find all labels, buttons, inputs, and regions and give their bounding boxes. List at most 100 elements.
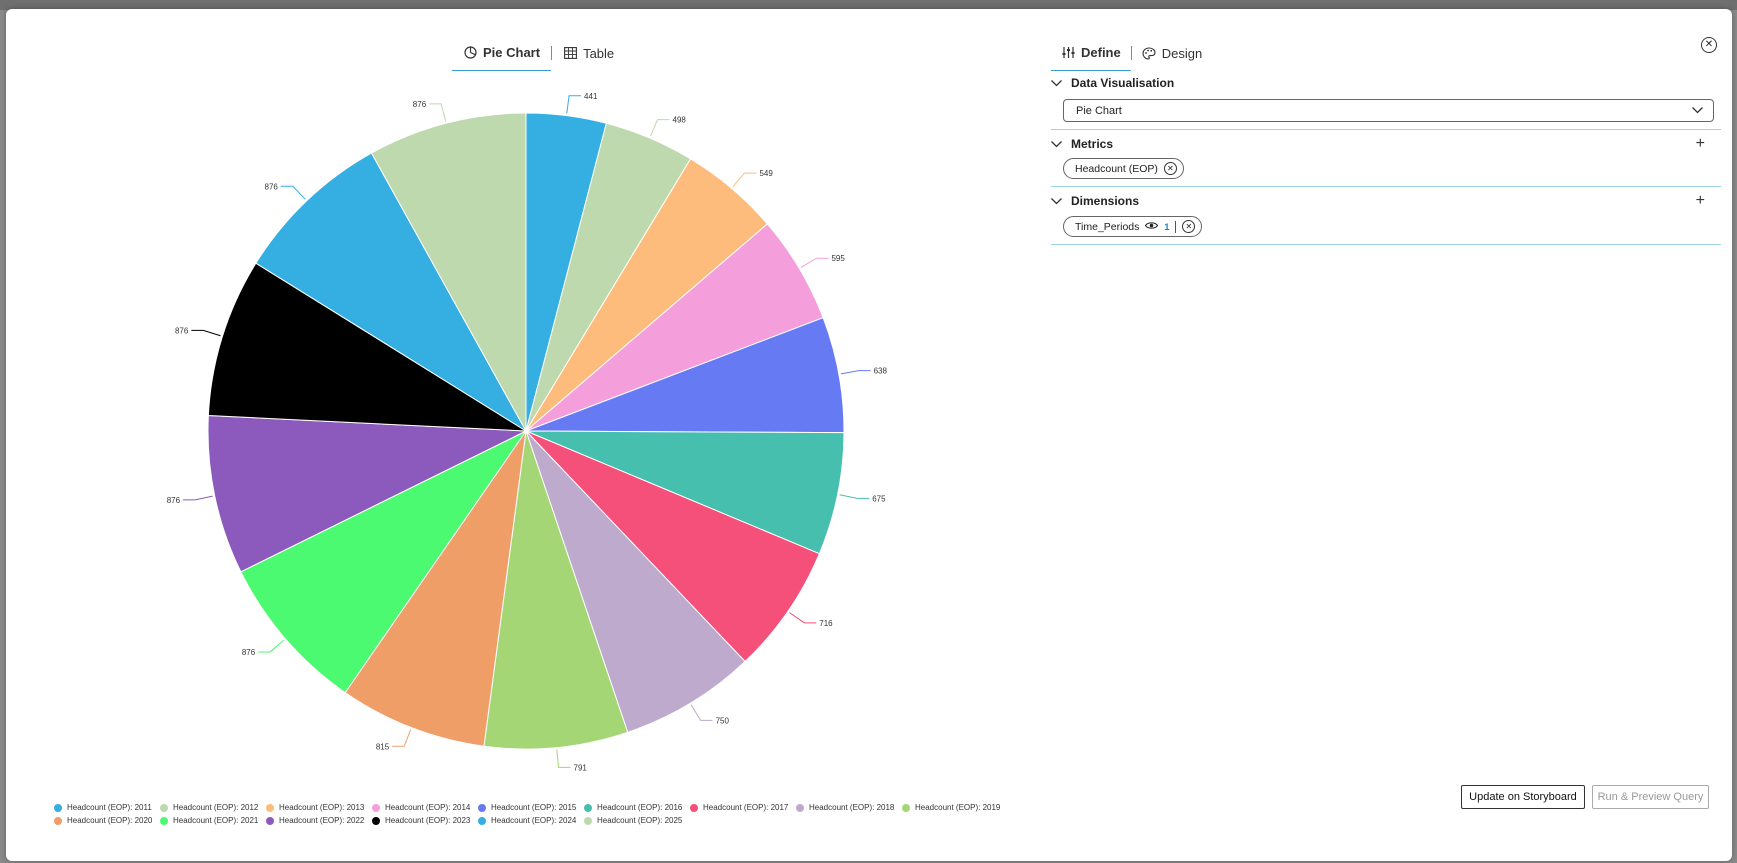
close-icon[interactable]: ✕ <box>1701 37 1717 53</box>
remove-metric-close-icon[interactable]: ✕ <box>1163 162 1177 175</box>
legend-color-dot <box>584 803 592 812</box>
pie-label-leader-line <box>732 172 757 188</box>
chevron-down-icon <box>1051 140 1071 148</box>
pie-slice[interactable] <box>207 262 528 432</box>
chevron-down-icon <box>1051 79 1071 87</box>
pie-slice[interactable] <box>370 112 527 433</box>
dimensions-title: Dimensions <box>1071 194 1140 208</box>
chevron-down-icon <box>1051 197 1071 205</box>
legend-color-dot <box>584 816 592 825</box>
legend-color-dot <box>478 816 486 825</box>
table-icon <box>563 46 577 60</box>
legend-item[interactable]: Headcount (EOP): 2024 <box>478 816 584 825</box>
tab-design-label: Design <box>1161 45 1203 61</box>
data-visualisation-header[interactable]: Data Visualisation <box>1051 73 1721 93</box>
add-metric-plus-icon[interactable]: + <box>1695 135 1705 152</box>
legend-color-dot <box>372 816 380 825</box>
pill-divider <box>1175 220 1177 233</box>
legend-item[interactable]: Headcount (EOP): 2011 <box>54 803 160 812</box>
dimension-pill-label: Time_Periods <box>1075 220 1140 233</box>
pie-data-label: 876 <box>175 326 189 335</box>
pie-slice[interactable] <box>525 430 821 663</box>
legend-item[interactable]: Headcount (EOP): 2018 <box>796 803 902 812</box>
pie-slice[interactable] <box>483 430 629 750</box>
legend-color-dot <box>160 816 168 825</box>
legend-item[interactable]: Headcount (EOP): 2023 <box>372 816 478 825</box>
pie-chart: 441 498 549 595 638 675 716 750 791 815 876 876 876 8… <box>167 92 888 773</box>
tab-divider <box>551 46 553 60</box>
legend-item[interactable]: Headcount (EOP): 2022 <box>266 816 372 825</box>
metrics-title: Metrics <box>1071 137 1114 151</box>
remove-dimension-close-icon[interactable]: ✕ <box>1182 220 1196 233</box>
pie-label-leader-line <box>392 729 412 747</box>
pie-slice[interactable] <box>525 430 746 733</box>
legend-color-dot <box>54 816 62 825</box>
legend-label: Headcount (EOP): 2018 <box>809 803 895 812</box>
legend-item[interactable]: Headcount (EOP): 2025 <box>584 816 690 825</box>
legend-item[interactable]: Headcount (EOP): 2019 <box>902 803 1008 812</box>
legend-label: Headcount (EOP): 2024 <box>491 816 577 825</box>
pie-label-leader-line <box>839 494 870 499</box>
pie-label-leader-line <box>280 185 306 200</box>
pie-slice[interactable] <box>525 430 845 555</box>
legend-color-dot <box>54 803 62 812</box>
legend-color-dot <box>160 803 168 812</box>
pie-data-label: 876 <box>265 182 279 191</box>
legend-item[interactable]: Headcount (EOP): 2016 <box>584 803 690 812</box>
sliders-icon <box>1061 46 1075 60</box>
pie-label-leader-line <box>650 119 670 137</box>
legend-item[interactable]: Headcount (EOP): 2020 <box>54 816 160 825</box>
legend-color-dot <box>690 803 698 812</box>
legend-label: Headcount (EOP): 2015 <box>491 803 577 812</box>
legend-color-dot <box>266 803 274 812</box>
tab-divider <box>1130 46 1132 60</box>
pie-data-label: 815 <box>376 742 390 751</box>
tab-design[interactable]: Design <box>1132 35 1212 71</box>
legend-color-dot <box>902 803 910 812</box>
pie-data-label: 876 <box>413 100 427 109</box>
pie-data-label: 675 <box>872 494 886 503</box>
legend-label: Headcount (EOP): 2011 <box>67 803 152 812</box>
pie-data-label: 750 <box>716 716 730 725</box>
legend-label: Headcount (EOP): 2019 <box>915 803 1001 812</box>
legend-label: Headcount (EOP): 2013 <box>279 803 365 812</box>
add-dimension-plus-icon[interactable]: + <box>1695 192 1705 209</box>
pie-slice[interactable] <box>255 152 528 433</box>
metric-pill-label: Headcount (EOP) <box>1075 162 1158 175</box>
pie-data-label: 498 <box>673 116 687 125</box>
pie-label-leader-line <box>840 370 871 375</box>
update-on-storyboard-button[interactable]: Update on Storyboard <box>1461 785 1585 809</box>
visualisation-type-select[interactable]: Pie Chart <box>1063 99 1714 122</box>
visualisation-modal: Pie Chart Table Define Design ✕ <box>6 9 1732 861</box>
pie-slice[interactable] <box>207 415 528 573</box>
pie-slice[interactable] <box>240 429 528 694</box>
legend-color-dot <box>372 803 380 812</box>
run-preview-query-button[interactable]: Run & Preview Query <box>1592 785 1709 809</box>
dimensions-header[interactable]: Dimensions + <box>1051 191 1721 211</box>
dimension-pill[interactable]: Time_Periods 1 ✕ <box>1063 216 1203 237</box>
pie-data-label: 638 <box>874 367 888 376</box>
legend-item[interactable]: Headcount (EOP): 2012 <box>160 803 266 812</box>
tab-define[interactable]: Define <box>1051 35 1131 71</box>
legend-label: Headcount (EOP): 2022 <box>279 816 365 825</box>
legend-item[interactable]: Headcount (EOP): 2014 <box>372 803 478 812</box>
metrics-header[interactable]: Metrics + <box>1051 134 1721 154</box>
tab-table[interactable]: Table <box>552 35 625 71</box>
background-strip <box>0 0 1737 10</box>
pie-data-label: 791 <box>574 763 588 772</box>
legend-item[interactable]: Headcount (EOP): 2021 <box>160 816 266 825</box>
legend-item[interactable]: Headcount (EOP): 2015 <box>478 803 584 812</box>
eye-icon[interactable] <box>1145 221 1159 233</box>
metric-pill[interactable]: Headcount (EOP) ✕ <box>1063 158 1184 179</box>
palette-icon <box>1142 46 1156 60</box>
panel-tabs: Define Design <box>1051 35 1212 71</box>
dimensions-section: Dimensions + Time_Periods 1 ✕ <box>1051 191 1721 245</box>
legend-item[interactable]: Headcount (EOP): 2017 <box>690 803 796 812</box>
data-visualisation-title: Data Visualisation <box>1071 76 1175 90</box>
legend-item[interactable]: Headcount (EOP): 2013 <box>266 803 372 812</box>
legend-color-dot <box>478 803 486 812</box>
pie-label-leader-line <box>429 103 447 122</box>
pie-slice[interactable] <box>344 430 527 747</box>
tab-pie-chart[interactable]: Pie Chart <box>452 35 552 71</box>
data-visualisation-section: Data Visualisation Pie Chart <box>1051 73 1721 130</box>
